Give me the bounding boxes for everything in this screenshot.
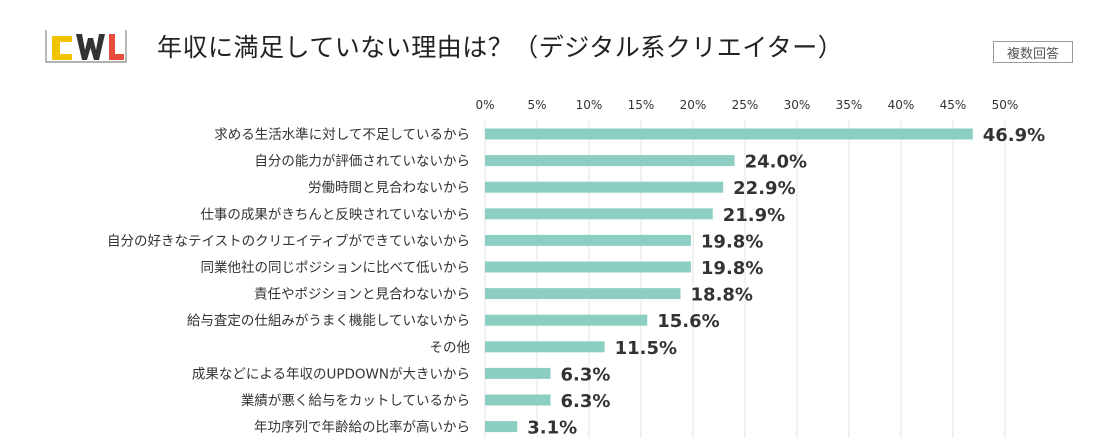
category-label: 自分の好きなテイストのクリエイティブができていないから — [107, 232, 470, 249]
bar — [485, 128, 973, 140]
category-label: 責任やポジションと見合わないから — [254, 287, 470, 303]
category-label: 同業他社の同じポジションに比べて低いから — [201, 260, 470, 276]
page-title: 年収に満足していない理由は？（デジタル系クリエイター） — [157, 33, 844, 62]
bar — [485, 288, 681, 300]
bar — [485, 421, 518, 433]
value-label: 18.8% — [691, 285, 753, 306]
category-label: 労働時間と見合わないから — [308, 180, 470, 196]
grid-layer — [484, 121, 1006, 438]
category-label: 自分の能力が評価されていないから — [254, 154, 470, 170]
bar — [485, 155, 735, 167]
value-labels: 46.9% 24.0% 22.9% 21.9% 19.8% 19.8% 18.8% 15.6%… — [527, 125, 1045, 439]
logo-l-shape — [109, 34, 124, 60]
x-tick-label: 25% — [732, 98, 759, 112]
category-labels: 求める生活水準に対して不足しているから自分の能力が評価されていないから労働時間と… — [107, 127, 470, 436]
logo-text: CWL — [86, 66, 89, 68]
bar — [485, 261, 691, 273]
x-tick-label: 5% — [527, 98, 546, 112]
x-tick-label: 10% — [576, 98, 603, 112]
value-label: 46.9% — [983, 125, 1045, 146]
value-label: 6.3% — [561, 391, 611, 412]
logo-bracket — [45, 30, 127, 63]
bar — [485, 367, 551, 379]
value-label: 22.9% — [733, 178, 795, 199]
value-label: 3.1% — [527, 418, 577, 439]
category-label: 年功序列で年齢給の比率が高いから — [254, 419, 470, 436]
category-label: 仕事の成果がきちんと反映されていないから — [200, 207, 470, 223]
value-label: 19.8% — [701, 258, 763, 279]
value-label: 11.5% — [615, 338, 677, 359]
multiple-answer-badge: 複数回答 — [993, 41, 1073, 63]
bar — [485, 208, 713, 220]
x-tick-label: 20% — [680, 98, 707, 112]
x-tick-label: 35% — [836, 98, 863, 112]
value-label: 6.3% — [561, 364, 611, 385]
value-label: 24.0% — [745, 152, 807, 173]
value-label: 21.9% — [723, 205, 785, 226]
x-tick-label: 15% — [628, 98, 655, 112]
x-tick-label: 40% — [888, 98, 915, 112]
category-label: 給与査定の仕組みがうまく機能していないから — [187, 313, 470, 329]
category-label: その他 — [430, 340, 471, 356]
bar — [485, 314, 648, 326]
x-tick-labels: 0% 5% 10% 15% 20% 25% 30% 35% 40% 45% 50% — [475, 98, 1018, 112]
cwl-logo: CWL — [40, 22, 132, 68]
value-label: 19.8% — [701, 231, 763, 252]
bar — [485, 394, 551, 406]
x-tick-label: 0% — [475, 98, 494, 112]
bar — [485, 181, 724, 193]
category-label: 業績が悪く給与をカットしているから — [241, 393, 470, 409]
bars — [485, 128, 973, 433]
bar — [485, 341, 605, 353]
category-label: 成果などによる年収のUPDOWNが大きいから — [192, 366, 470, 382]
value-label: 15.6% — [657, 311, 719, 332]
bar — [485, 234, 691, 246]
x-tick-label: 45% — [940, 98, 967, 112]
category-label: 求める生活水準に対して不足しているから — [214, 127, 470, 143]
logo-w-shape — [76, 34, 105, 60]
x-tick-label: 30% — [784, 98, 811, 112]
x-tick-label: 50% — [992, 98, 1019, 112]
